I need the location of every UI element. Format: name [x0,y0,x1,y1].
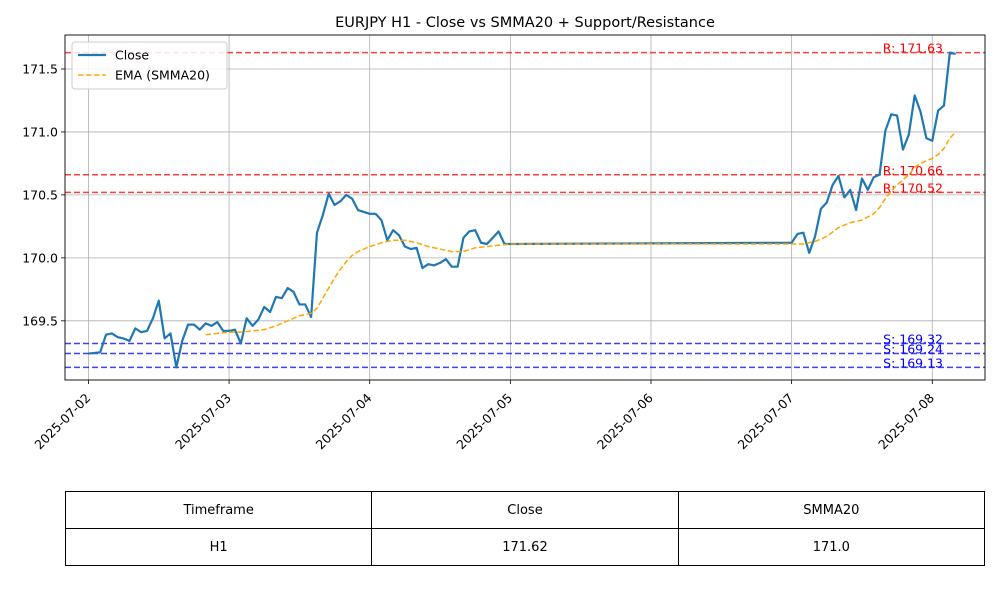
legend-label-smma20: EMA (SMMA20) [115,68,210,83]
table-row: H1 171.62 171.0 [64,528,986,566]
legend-box [71,41,228,90]
close-series-line [88,51,956,369]
y-tick-label: 170.5 [22,187,58,202]
legend-label-close: Close [115,48,149,63]
y-tick-label: 170.0 [22,250,58,265]
table-cell-smma20: 171.0 [677,528,986,566]
resistance-label: R: 170.52 [883,180,943,195]
x-tick-label: 2025-07-06 [594,390,656,452]
table-header-close: Close [371,491,679,529]
table-header-timeframe: Timeframe [64,491,373,529]
summary-table: Timeframe Close SMMA20 H1 171.62 171.0 [64,491,986,566]
y-tick-label: 171.0 [22,124,58,139]
table-header-row: Timeframe Close SMMA20 [64,491,986,529]
chart-title: EURJPY H1 - Close vs SMMA20 + Support/Re… [335,15,715,31]
table-cell-close: 171.62 [371,528,679,566]
smma20-series-line [205,131,957,336]
plot-frame [64,34,986,381]
x-tick-label: 2025-07-07 [735,390,797,452]
x-tick-label: 2025-07-08 [875,390,937,452]
y-tick-label: 171.5 [22,61,58,76]
table-cell-timeframe: H1 [64,528,373,566]
table-header-smma20: SMMA20 [677,491,986,529]
support-label: S: 169.32 [883,331,943,346]
x-tick-label: 2025-07-03 [172,390,234,452]
resistance-label: R: 171.63 [883,41,943,56]
y-tick-label: 169.5 [22,313,58,328]
x-tick-label: 2025-07-05 [453,390,515,452]
support-label: S: 169.24 [883,342,943,357]
chart: EURJPY H1 - Close vs SMMA20 + Support/Re… [22,15,986,452]
x-tick-label: 2025-07-04 [313,390,375,452]
x-tick-label: 2025-07-02 [31,390,93,452]
support-label: S: 169.13 [883,355,943,370]
